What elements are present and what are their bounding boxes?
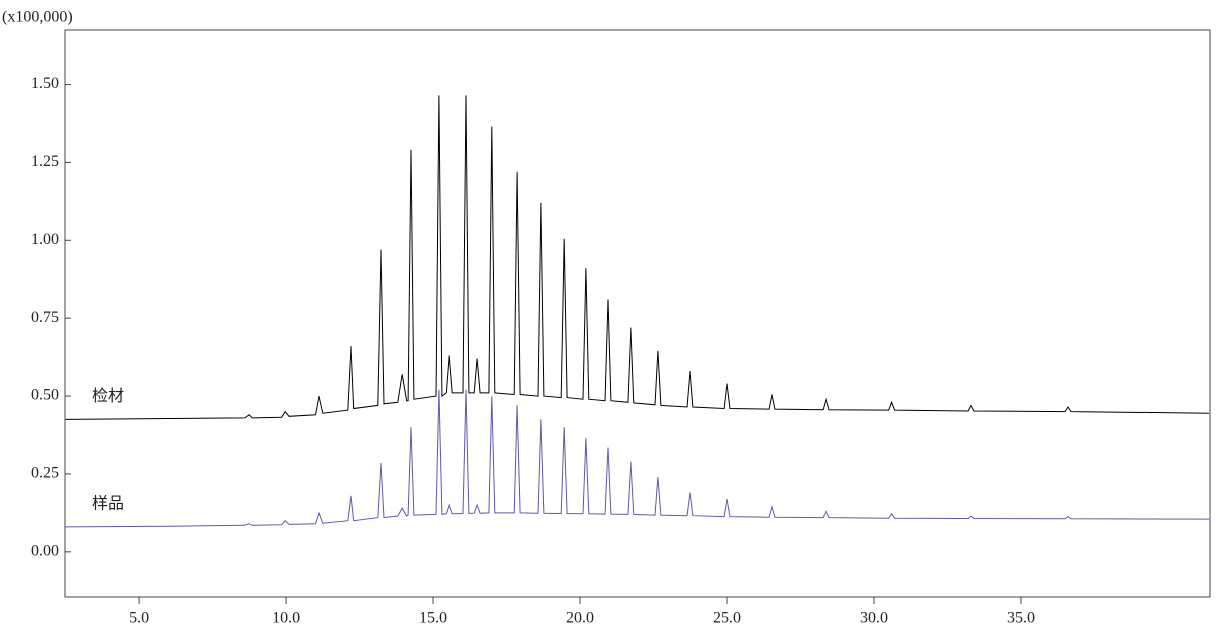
x-tick-label: 5.0	[129, 610, 149, 627]
x-tick-label: 10.0	[272, 610, 300, 627]
x-tick-label: 25.0	[713, 610, 741, 627]
x-tick-label: 20.0	[566, 610, 594, 627]
x-tick-label: 30.0	[860, 610, 888, 627]
x-tick-label: 15.0	[419, 610, 447, 627]
series-label: 样品	[92, 495, 124, 513]
y-tick-label: 1.50	[31, 75, 59, 92]
y-tick-label: 1.25	[31, 153, 59, 170]
y-tick-label: 0.00	[31, 542, 59, 559]
y-tick-label: 0.50	[31, 387, 59, 404]
y-axis-label: (x100,000)	[2, 9, 73, 26]
series-line	[65, 95, 1210, 420]
series-label: 检材	[92, 387, 124, 405]
y-tick-label: 1.00	[31, 231, 59, 248]
series-line	[65, 389, 1210, 528]
y-tick-label: 0.75	[31, 309, 59, 326]
plot-frame	[64, 29, 1211, 598]
x-tick-label: 35.0	[1007, 610, 1035, 627]
y-tick-label: 0.25	[31, 465, 59, 482]
